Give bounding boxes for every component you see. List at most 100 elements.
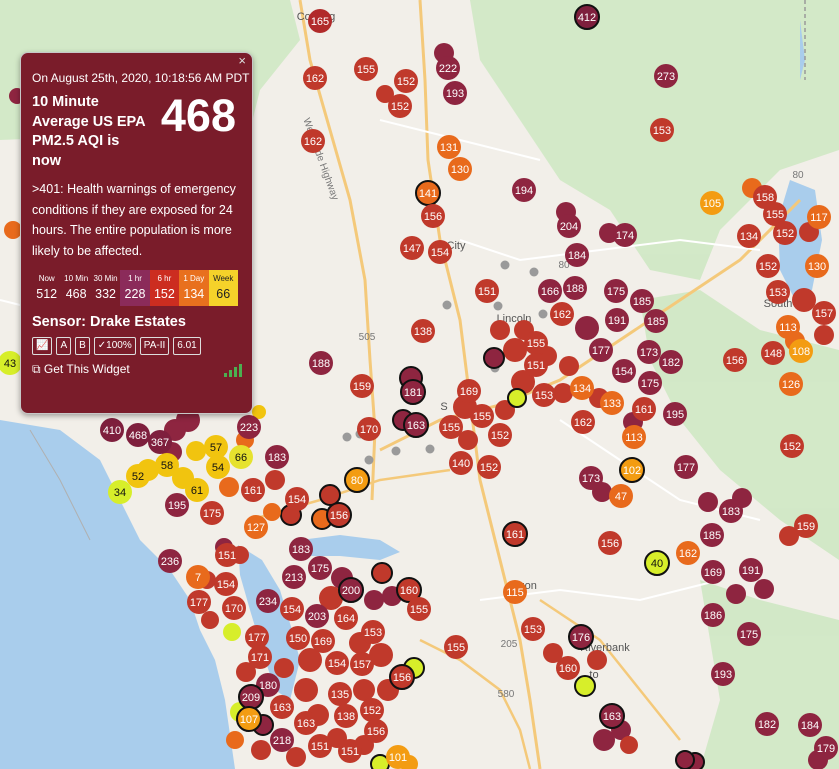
sensor-dot[interactable] (286, 747, 306, 767)
sensor-marker-circle[interactable] (308, 556, 332, 580)
sensor-marker-circle[interactable] (449, 451, 473, 475)
sensor-marker[interactable]: 185 (700, 523, 724, 547)
sensor-marker[interactable]: 131 (437, 135, 461, 159)
sensor-marker-circle[interactable] (654, 64, 678, 88)
sensor-dot[interactable] (593, 729, 615, 751)
sensor-marker-circle[interactable] (389, 664, 415, 690)
sensor-marker-circle[interactable] (630, 289, 654, 313)
sensor-marker[interactable]: 133 (600, 391, 624, 415)
sensor-marker[interactable]: 7 (186, 565, 210, 589)
sensor-marker[interactable]: 117 (807, 205, 831, 229)
sensor-marker[interactable]: 140 (449, 451, 473, 475)
sensor-marker[interactable]: 188 (563, 276, 587, 300)
sensor-marker-circle[interactable] (241, 478, 265, 502)
sensor-marker-circle[interactable] (637, 340, 661, 364)
sensor-marker[interactable]: 184 (798, 713, 822, 737)
sensor-dot[interactable] (483, 347, 505, 369)
sensor-dot[interactable] (726, 584, 746, 604)
sensor-marker-circle[interactable] (245, 625, 269, 649)
sensor-marker[interactable]: 152 (488, 423, 512, 447)
sensor-marker-circle[interactable] (187, 590, 211, 614)
sensor-marker-circle[interactable] (794, 514, 818, 538)
sensor-marker[interactable]: 174 (613, 223, 637, 247)
sensor-marker-circle[interactable] (488, 423, 512, 447)
sensor-marker[interactable]: 213 (282, 565, 306, 589)
sensor-marker[interactable]: 173 (579, 466, 603, 490)
sensor-marker-circle[interactable] (428, 240, 452, 264)
sensor-marker[interactable]: 273 (654, 64, 678, 88)
sensor-dot[interactable] (369, 643, 393, 667)
sensor-marker[interactable]: 157 (350, 652, 374, 676)
sensor-marker-circle[interactable] (386, 745, 410, 769)
sensor-marker-circle[interactable] (214, 572, 238, 596)
sensor-marker-circle[interactable] (309, 351, 333, 375)
sensor-marker-circle[interactable] (158, 549, 182, 573)
sensor-dot[interactable] (319, 586, 343, 610)
sensor-marker[interactable]: 218 (270, 728, 294, 752)
sensor-marker[interactable]: 127 (244, 515, 268, 539)
sensor-marker[interactable]: 236 (158, 549, 182, 573)
sensor-marker[interactable]: 186 (701, 603, 725, 627)
sensor-marker-circle[interactable] (311, 629, 335, 653)
sensor-marker[interactable]: 138 (334, 704, 358, 728)
sensor-marker[interactable]: 175 (638, 371, 662, 395)
sensor-marker[interactable]: 160 (396, 577, 422, 603)
sensor-marker[interactable]: 153 (532, 383, 556, 407)
sensor-marker-circle[interactable] (807, 205, 831, 229)
sensor-marker-circle[interactable] (502, 521, 528, 547)
channel-b-button[interactable]: B (75, 337, 90, 355)
sensor-marker[interactable]: 412 (574, 4, 600, 30)
sensor-dot[interactable] (252, 405, 266, 419)
sensor-marker-circle[interactable] (737, 622, 761, 646)
sensor-dot[interactable] (503, 338, 527, 362)
sensor-marker[interactable]: 130 (448, 157, 472, 181)
sensor-marker-circle[interactable] (436, 56, 460, 80)
sensor-marker-circle[interactable] (186, 565, 210, 589)
sensor-marker-circle[interactable] (448, 157, 472, 181)
sensor-marker-circle[interactable] (719, 499, 743, 523)
sensor-dot[interactable] (574, 675, 596, 697)
sensor-marker[interactable]: 468 (126, 423, 150, 447)
sensor-marker-circle[interactable] (350, 652, 374, 676)
sensor-marker-circle[interactable] (644, 309, 668, 333)
sensor-marker[interactable]: 156 (723, 348, 747, 372)
sensor-marker[interactable]: 169 (311, 629, 335, 653)
sensor-dot[interactable] (353, 679, 375, 701)
sensor-marker[interactable]: 175 (308, 556, 332, 580)
sensor-marker-circle[interactable] (739, 558, 763, 582)
sensor-marker[interactable]: 40 (644, 550, 670, 576)
sensor-marker-circle[interactable] (557, 214, 581, 238)
sensor-marker[interactable]: 175 (200, 501, 224, 525)
sensor-marker[interactable]: 183 (265, 445, 289, 469)
sensor-marker[interactable]: 188 (309, 351, 333, 375)
sensor-marker-circle[interactable] (766, 280, 790, 304)
sensor-marker-circle[interactable] (236, 706, 262, 732)
sensor-marker[interactable]: 155 (354, 57, 378, 81)
sensor-marker[interactable]: 183 (289, 537, 313, 561)
sensor-marker-circle[interactable] (812, 301, 836, 325)
sensor-marker-circle[interactable] (338, 577, 364, 603)
sensor-marker-circle[interactable] (550, 302, 574, 326)
sensor-marker-circle[interactable] (613, 223, 637, 247)
sensor-dot[interactable] (236, 662, 256, 682)
sensor-marker[interactable]: 130 (805, 254, 829, 278)
sensor-marker-circle[interactable] (756, 254, 780, 278)
sensor-marker-circle[interactable] (568, 624, 594, 650)
sensor-dot[interactable] (298, 648, 322, 672)
sensor-marker-circle[interactable] (344, 467, 370, 493)
sensor-marker-circle[interactable] (604, 279, 628, 303)
sensor-marker[interactable]: 193 (711, 662, 735, 686)
sensor-marker[interactable]: 177 (187, 590, 211, 614)
sensor-marker[interactable]: 156 (389, 664, 415, 690)
sensor-marker-circle[interactable] (579, 466, 603, 490)
sensor-marker-circle[interactable] (301, 129, 325, 153)
sensor-marker-circle[interactable] (328, 682, 352, 706)
sensor-marker-circle[interactable] (701, 560, 725, 584)
sensor-marker[interactable]: 159 (794, 514, 818, 538)
sensor-marker[interactable]: 367 (148, 430, 172, 454)
sensor-marker[interactable]: 151 (338, 739, 362, 763)
sensor-marker[interactable]: 43 (0, 351, 22, 375)
sensor-marker-circle[interactable] (289, 537, 313, 561)
sensor-dot[interactable] (559, 356, 579, 376)
